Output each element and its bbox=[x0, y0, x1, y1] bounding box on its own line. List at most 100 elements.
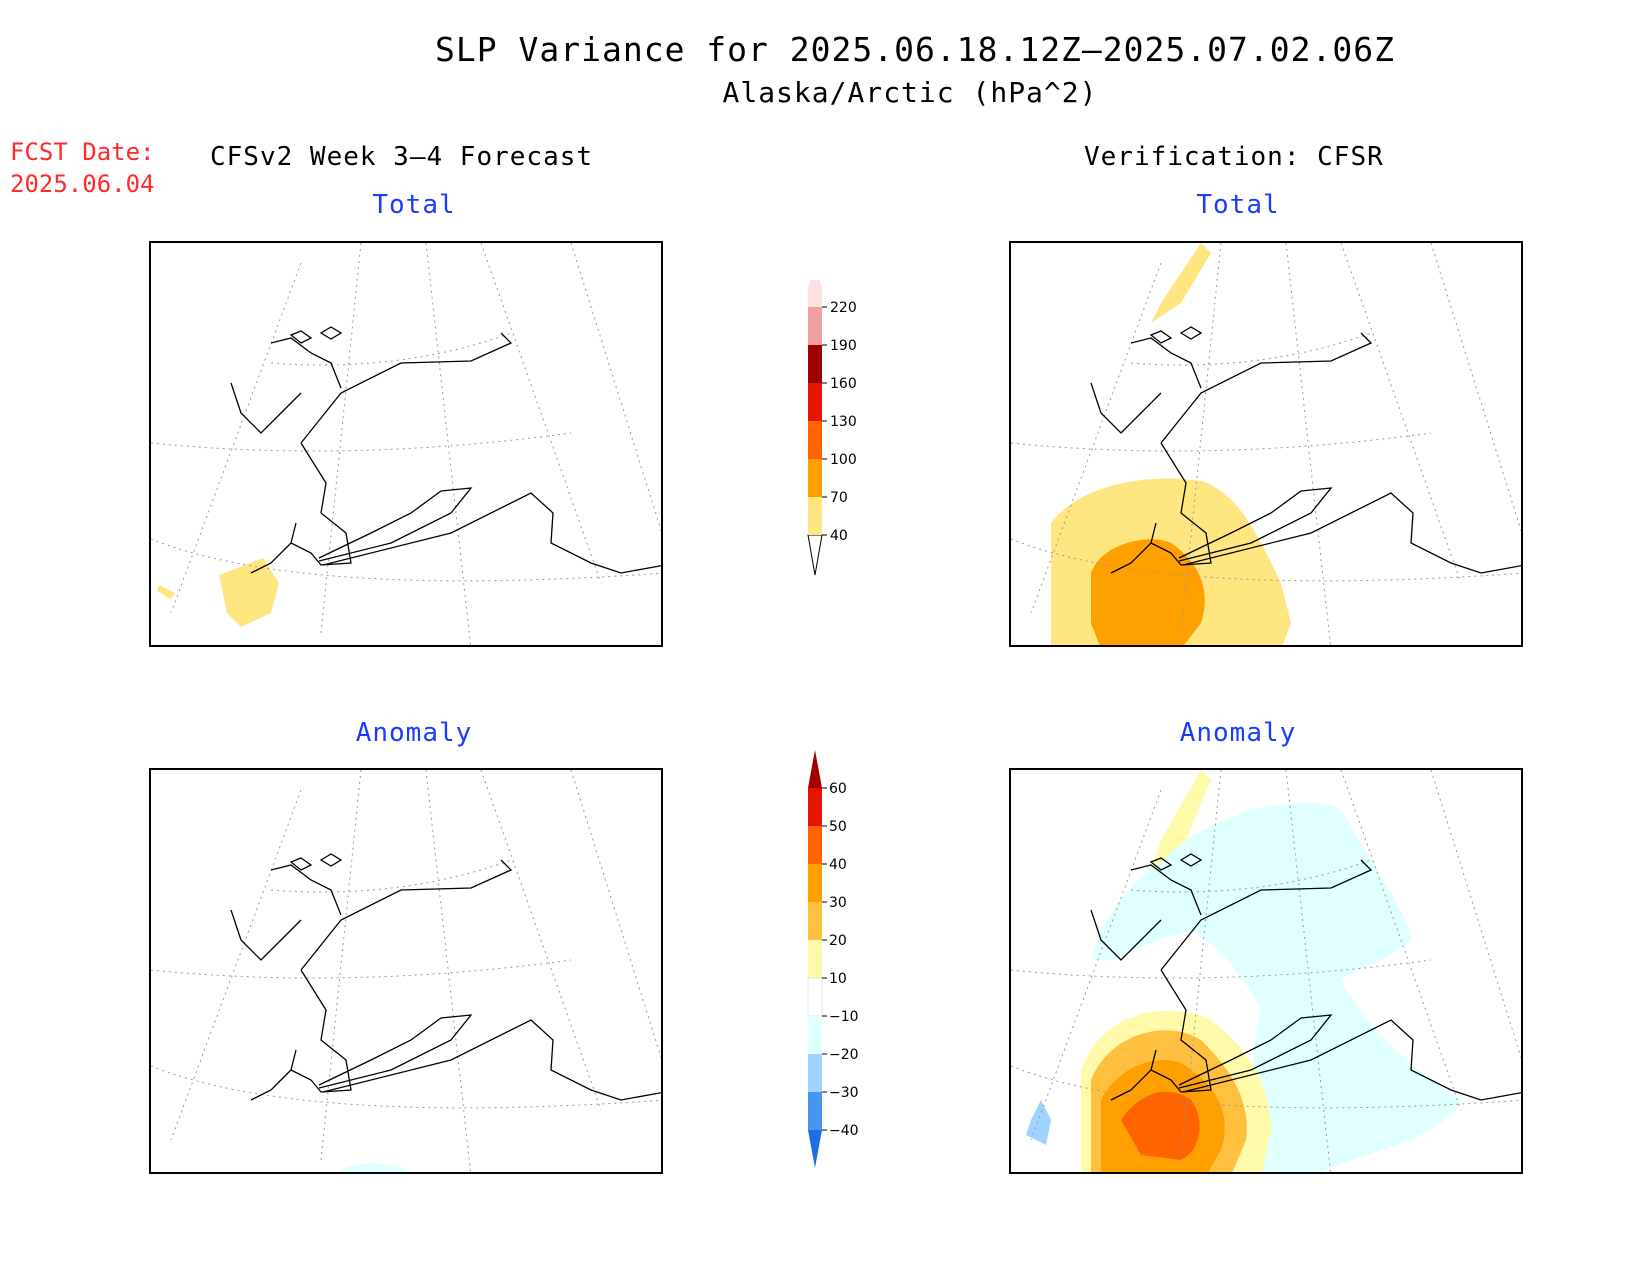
coastline bbox=[1150, 969, 1212, 1093]
coastline bbox=[1178, 487, 1333, 562]
graticule-line bbox=[320, 243, 362, 634]
main-title: SLP Variance for 2025.06.18.12Z–2025.07.… bbox=[435, 30, 1395, 69]
coastline bbox=[289, 857, 313, 871]
coastline bbox=[1160, 332, 1373, 444]
coastline bbox=[1178, 1014, 1333, 1089]
forecast-anomaly-title: Anomaly bbox=[355, 718, 473, 748]
coastline bbox=[250, 1069, 292, 1101]
graticule-line bbox=[1285, 243, 1332, 645]
colorbar-label: 160 bbox=[830, 376, 857, 392]
verification-anomaly-title: Anomaly bbox=[1179, 718, 1297, 748]
coastline bbox=[319, 853, 343, 867]
colorbar-label: 70 bbox=[830, 490, 848, 506]
colorbar-swatch bbox=[808, 788, 822, 826]
coastline bbox=[319, 326, 343, 340]
colorbar-swatch bbox=[808, 1130, 822, 1168]
colorbar-label: 20 bbox=[829, 933, 847, 949]
colorbar-label: 50 bbox=[829, 819, 847, 835]
colorbar-swatch bbox=[807, 977, 823, 1017]
graticule-line bbox=[1340, 770, 1462, 1111]
coastline bbox=[322, 1019, 661, 1101]
graticule-line bbox=[1030, 789, 1162, 1141]
coastline bbox=[318, 1014, 473, 1089]
coastline bbox=[1150, 442, 1212, 566]
coastline bbox=[1090, 382, 1162, 434]
coastline bbox=[318, 487, 473, 562]
colorbar-swatch bbox=[808, 750, 822, 788]
colorbar-swatch bbox=[808, 1054, 822, 1092]
colorbar-label: 40 bbox=[830, 528, 848, 544]
colorbar-swatch bbox=[808, 497, 822, 535]
colorbar-swatch bbox=[808, 1092, 822, 1130]
colorbar-label: 60 bbox=[829, 781, 847, 797]
graticule-line bbox=[270, 859, 512, 893]
colorbar-swatch bbox=[808, 459, 822, 497]
colorbar-swatch bbox=[808, 421, 822, 459]
coastline bbox=[289, 330, 313, 344]
colorbar-swatch bbox=[808, 345, 822, 383]
colorbar-label: 10 bbox=[829, 971, 847, 987]
coastline bbox=[1182, 1019, 1521, 1101]
graticule-line bbox=[320, 770, 362, 1161]
forecast-column-header: CFSv2 Week 3–4 Forecast bbox=[210, 142, 594, 172]
forecast-anomaly-map bbox=[149, 768, 663, 1174]
coastline bbox=[1110, 542, 1152, 574]
coastline bbox=[290, 969, 352, 1093]
coastline bbox=[1149, 857, 1173, 871]
graticule-line bbox=[1340, 243, 1462, 584]
verification-total-map bbox=[1009, 241, 1523, 647]
graticule-line bbox=[1011, 959, 1432, 979]
colorbar-label: −10 bbox=[829, 1009, 859, 1025]
anomaly-colorbar: 60 50 40 30 20 10 −10 −20 −30 −40 bbox=[807, 750, 859, 1168]
graticule-line bbox=[170, 262, 302, 614]
graticule-line bbox=[1030, 262, 1162, 614]
graticule-line bbox=[270, 332, 512, 366]
coastline bbox=[300, 859, 513, 971]
graticule-line bbox=[425, 243, 472, 645]
coastline bbox=[1149, 330, 1173, 344]
graticule-line bbox=[151, 959, 572, 979]
graticule-line bbox=[151, 432, 572, 452]
graticule-line bbox=[480, 243, 602, 584]
colorbar-label: 40 bbox=[829, 857, 847, 873]
verification-anomaly-map bbox=[1009, 768, 1523, 1174]
coastline bbox=[1179, 853, 1203, 867]
graticule-line bbox=[1130, 332, 1372, 366]
coastline bbox=[270, 864, 342, 916]
graticule-line bbox=[570, 243, 661, 532]
graticule-line bbox=[570, 770, 661, 1059]
colorbar-label: −30 bbox=[829, 1085, 859, 1101]
forecast-total-title: Total bbox=[372, 190, 456, 220]
coastline bbox=[290, 442, 352, 566]
forecast-date-label: FCST Date: bbox=[10, 138, 155, 166]
coastline bbox=[1130, 337, 1202, 389]
colorbar-swatch bbox=[808, 307, 822, 345]
forecast-total-map bbox=[149, 241, 663, 647]
graticule-line bbox=[1285, 770, 1332, 1172]
graticule-line bbox=[1430, 770, 1521, 1059]
graticule-line bbox=[425, 770, 472, 1172]
total-colorbar: 40 70 100 130 160 190 220 bbox=[807, 280, 857, 576]
coastline bbox=[250, 542, 292, 574]
colorbar-label: 100 bbox=[830, 452, 857, 468]
colorbar-swatch bbox=[808, 902, 822, 940]
colorbar-swatch bbox=[808, 826, 822, 864]
verification-column-header: Verification: CFSR bbox=[1084, 142, 1384, 172]
coastline bbox=[1090, 909, 1162, 961]
graticule-line bbox=[170, 789, 302, 1141]
colorbar-label: 220 bbox=[830, 300, 857, 316]
main-subtitle: Alaska/Arctic (hPa^2) bbox=[722, 76, 1098, 109]
colorbar-lower-arrow bbox=[807, 534, 823, 576]
colorbar-label: −20 bbox=[829, 1047, 859, 1063]
coastline bbox=[1130, 864, 1202, 916]
colorbar-label: 130 bbox=[830, 414, 857, 430]
coastline bbox=[230, 909, 302, 961]
coastline bbox=[300, 332, 513, 444]
graticule-line bbox=[1430, 243, 1521, 532]
coastline bbox=[1110, 1069, 1152, 1101]
graticule-line bbox=[480, 770, 602, 1111]
coastline bbox=[230, 382, 302, 434]
graticule-line bbox=[1011, 432, 1432, 452]
colorbar-label: 190 bbox=[830, 338, 857, 354]
colorbar-swatch bbox=[808, 1016, 822, 1054]
